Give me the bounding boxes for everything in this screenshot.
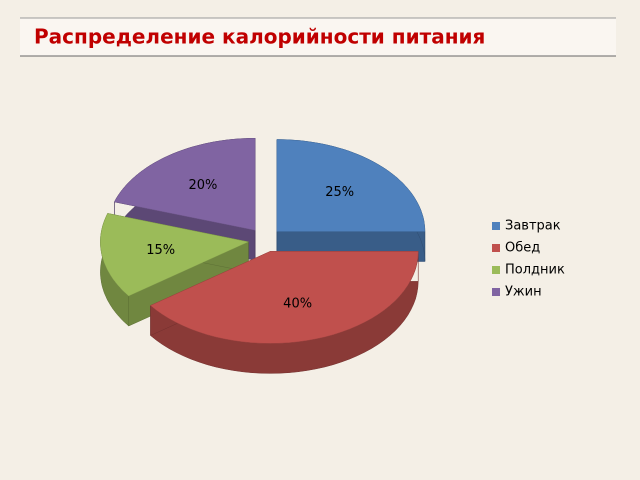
legend-label: Завтрак — [505, 219, 561, 234]
data-label: 25% — [325, 185, 354, 200]
data-label: 40% — [283, 296, 312, 311]
title-box — [20, 18, 616, 56]
data-label: 20% — [188, 178, 217, 193]
legend-swatch — [492, 288, 500, 296]
legend-swatch — [492, 222, 500, 230]
legend-label: Обед — [505, 241, 540, 256]
legend-label: Полдник — [505, 263, 565, 278]
legend-swatch — [492, 266, 500, 274]
slice — [150, 251, 419, 344]
chart-title: Распределение калорийности питания — [34, 25, 485, 49]
legend-swatch — [492, 244, 500, 252]
legend-label: Ужин — [505, 285, 542, 300]
slice — [276, 139, 426, 232]
slice — [100, 213, 250, 297]
data-label: 15% — [146, 243, 175, 258]
slice — [114, 138, 256, 231]
